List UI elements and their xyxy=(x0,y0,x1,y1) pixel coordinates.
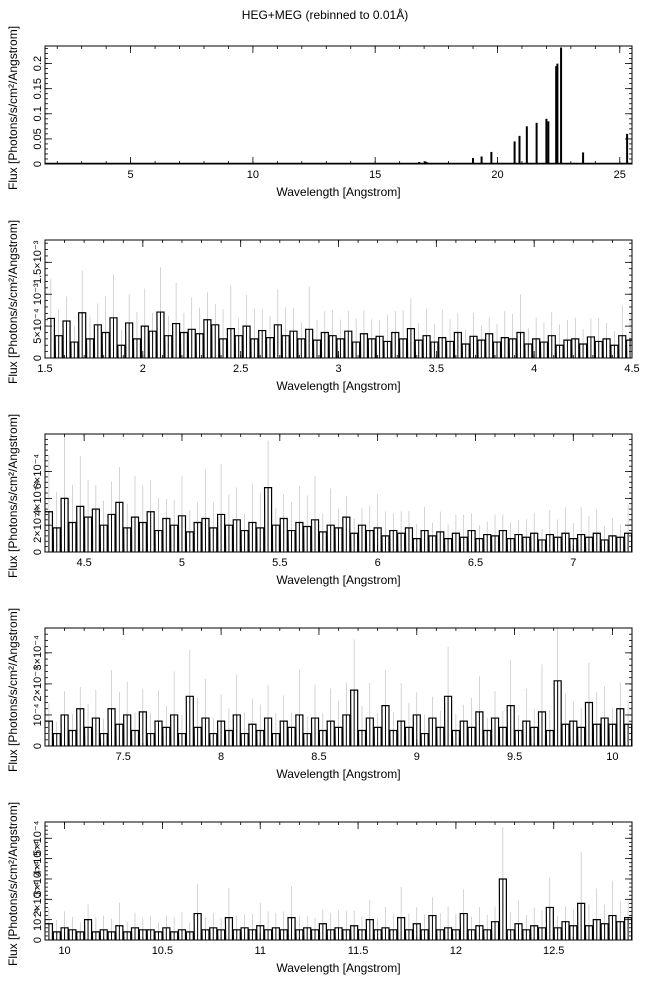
x-tick-label: 6.5 xyxy=(468,557,483,569)
spectrum-step-line xyxy=(47,311,632,358)
y-tick-label: 10⁻⁴ xyxy=(32,908,44,931)
x-tick-label: 2 xyxy=(140,363,146,375)
x-axis-label: Wavelength [Angstrom] xyxy=(276,573,400,587)
x-tick-label: 5.5 xyxy=(272,557,287,569)
y-tick-label: 0 xyxy=(32,937,44,943)
x-tick-label: 12 xyxy=(450,945,462,957)
data-layer xyxy=(45,434,632,552)
y-tick-label: 5×10⁻⁴ xyxy=(32,308,44,344)
x-tick-label: 9 xyxy=(414,751,420,763)
x-tick-label: 11 xyxy=(255,945,266,957)
x-tick-label: 5 xyxy=(128,169,134,181)
y-tick-label: 1.5×10⁻³ xyxy=(32,240,44,284)
y-tick-label: 3×10⁻⁴ xyxy=(32,635,44,671)
data-layer xyxy=(45,827,632,940)
x-axis-label: Wavelength [Angstrom] xyxy=(276,767,400,781)
y-tick-label: 0.1 xyxy=(32,106,44,121)
x-tick-label: 3.5 xyxy=(429,363,444,375)
y-tick-label: 4×10⁻⁴ xyxy=(32,841,44,877)
chart-panel-1: 5 10 15 20 25 0 0.05 0.1 0.15 0.2 Wavelength [Angs… xyxy=(6,26,633,199)
x-axis-label: Wavelength [Angstrom] xyxy=(276,379,400,393)
x-tick-label: 10 xyxy=(58,945,70,957)
y-tick-label: 0 xyxy=(32,549,44,555)
chart-panel-4: 7.5 8 8.5 9 9.5 10 0 10⁻⁴2×10⁻⁴3×10⁻⁴ Wavelength… xyxy=(6,608,633,781)
spectrum-step-line xyxy=(45,487,632,552)
y-axis-label: Flux [Photons/s/cm²/Angstrom] xyxy=(6,802,20,966)
x-axis-label: Wavelength [Angstrom] xyxy=(276,185,400,199)
x-tick-label: 9.5 xyxy=(507,751,522,763)
data-layer xyxy=(47,267,632,358)
x-tick-label: 4.5 xyxy=(76,557,91,569)
x-tick-label: 11.5 xyxy=(348,945,369,957)
y-tick-label: 0 xyxy=(32,161,44,167)
y-axis-label: Flux [Photons/s/cm²/Angstrom] xyxy=(6,220,20,384)
chart-panel-5: 10 10.5 11 11.5 12 12.5 0 10⁻⁴2×10⁻⁴3×10⁻⁴4×10⁻… xyxy=(6,802,633,975)
x-tick-label: 3 xyxy=(335,363,341,375)
data-layer xyxy=(45,628,632,746)
x-tick-label: 8.5 xyxy=(311,751,326,763)
y-tick-label: 0 xyxy=(32,743,44,749)
x-tick-label: 10 xyxy=(247,169,259,181)
y-tick-label: 0.15 xyxy=(32,78,44,99)
x-tick-label: 7.5 xyxy=(116,751,131,763)
x-tick-label: 10 xyxy=(606,751,618,763)
y-tick-label: 0.2 xyxy=(32,56,44,71)
y-tick-label: 0.05 xyxy=(32,128,44,149)
y-axis-label: Flux [Photons/s/cm²/Angstrom] xyxy=(6,608,20,772)
x-tick-label: 4.5 xyxy=(624,363,639,375)
y-tick-label: 6×10⁻⁴ xyxy=(32,454,44,490)
chart-panel-2: 1.5 2 2.5 3 3.5 4 4.5 0 5×10⁻⁴ 10⁻³1.5×10⁻³ Wavele… xyxy=(6,220,640,393)
x-tick-label: 25 xyxy=(614,169,626,181)
x-tick-label: 10.5 xyxy=(152,945,173,957)
x-axis-label: Wavelength [Angstrom] xyxy=(276,961,400,975)
x-tick-label: 4 xyxy=(531,363,537,375)
x-tick-label: 8 xyxy=(218,751,224,763)
x-tick-label: 5 xyxy=(179,557,185,569)
y-tick-label: 10⁻³ xyxy=(32,283,44,305)
x-tick-label: 1.5 xyxy=(37,363,52,375)
x-tick-label: 20 xyxy=(491,169,503,181)
y-axis-label: Flux [Photons/s/cm²/Angstrom] xyxy=(6,26,20,190)
y-tick-label: 3×10⁻⁴ xyxy=(32,861,44,897)
data-layer xyxy=(45,47,632,164)
y-tick-label: 5×10⁻⁴ xyxy=(32,820,44,856)
y-tick-label: 2×10⁻⁴ xyxy=(32,881,44,917)
plot-frame xyxy=(44,45,633,165)
y-tick-label: 0 xyxy=(32,355,44,361)
y-tick-label: 2×10⁻⁴ xyxy=(32,507,44,543)
x-tick-label: 6 xyxy=(375,557,381,569)
x-tick-label: 7 xyxy=(570,557,576,569)
spectrum-step-line xyxy=(45,878,632,940)
figure-title: HEG+MEG (rebinned to 0.01Å) xyxy=(241,8,409,22)
y-tick-label: 10⁻⁴ xyxy=(32,703,44,726)
x-tick-label: 2.5 xyxy=(233,363,248,375)
x-tick-label: 15 xyxy=(369,169,381,181)
y-axis-label: Flux [Photons/s/cm²/Angstrom] xyxy=(6,414,20,578)
y-tick-label: 2×10⁻⁴ xyxy=(32,666,44,702)
spectrum-step-line xyxy=(45,680,632,746)
y-tick-label: 4×10⁻⁴ xyxy=(32,480,44,516)
chart-panel-3: 4.5 5 5.5 6 6.5 7 0 2×10⁻⁴4×10⁻⁴6×10⁻⁴ Wavelengt… xyxy=(6,414,633,587)
x-tick-label: 12.5 xyxy=(543,945,564,957)
